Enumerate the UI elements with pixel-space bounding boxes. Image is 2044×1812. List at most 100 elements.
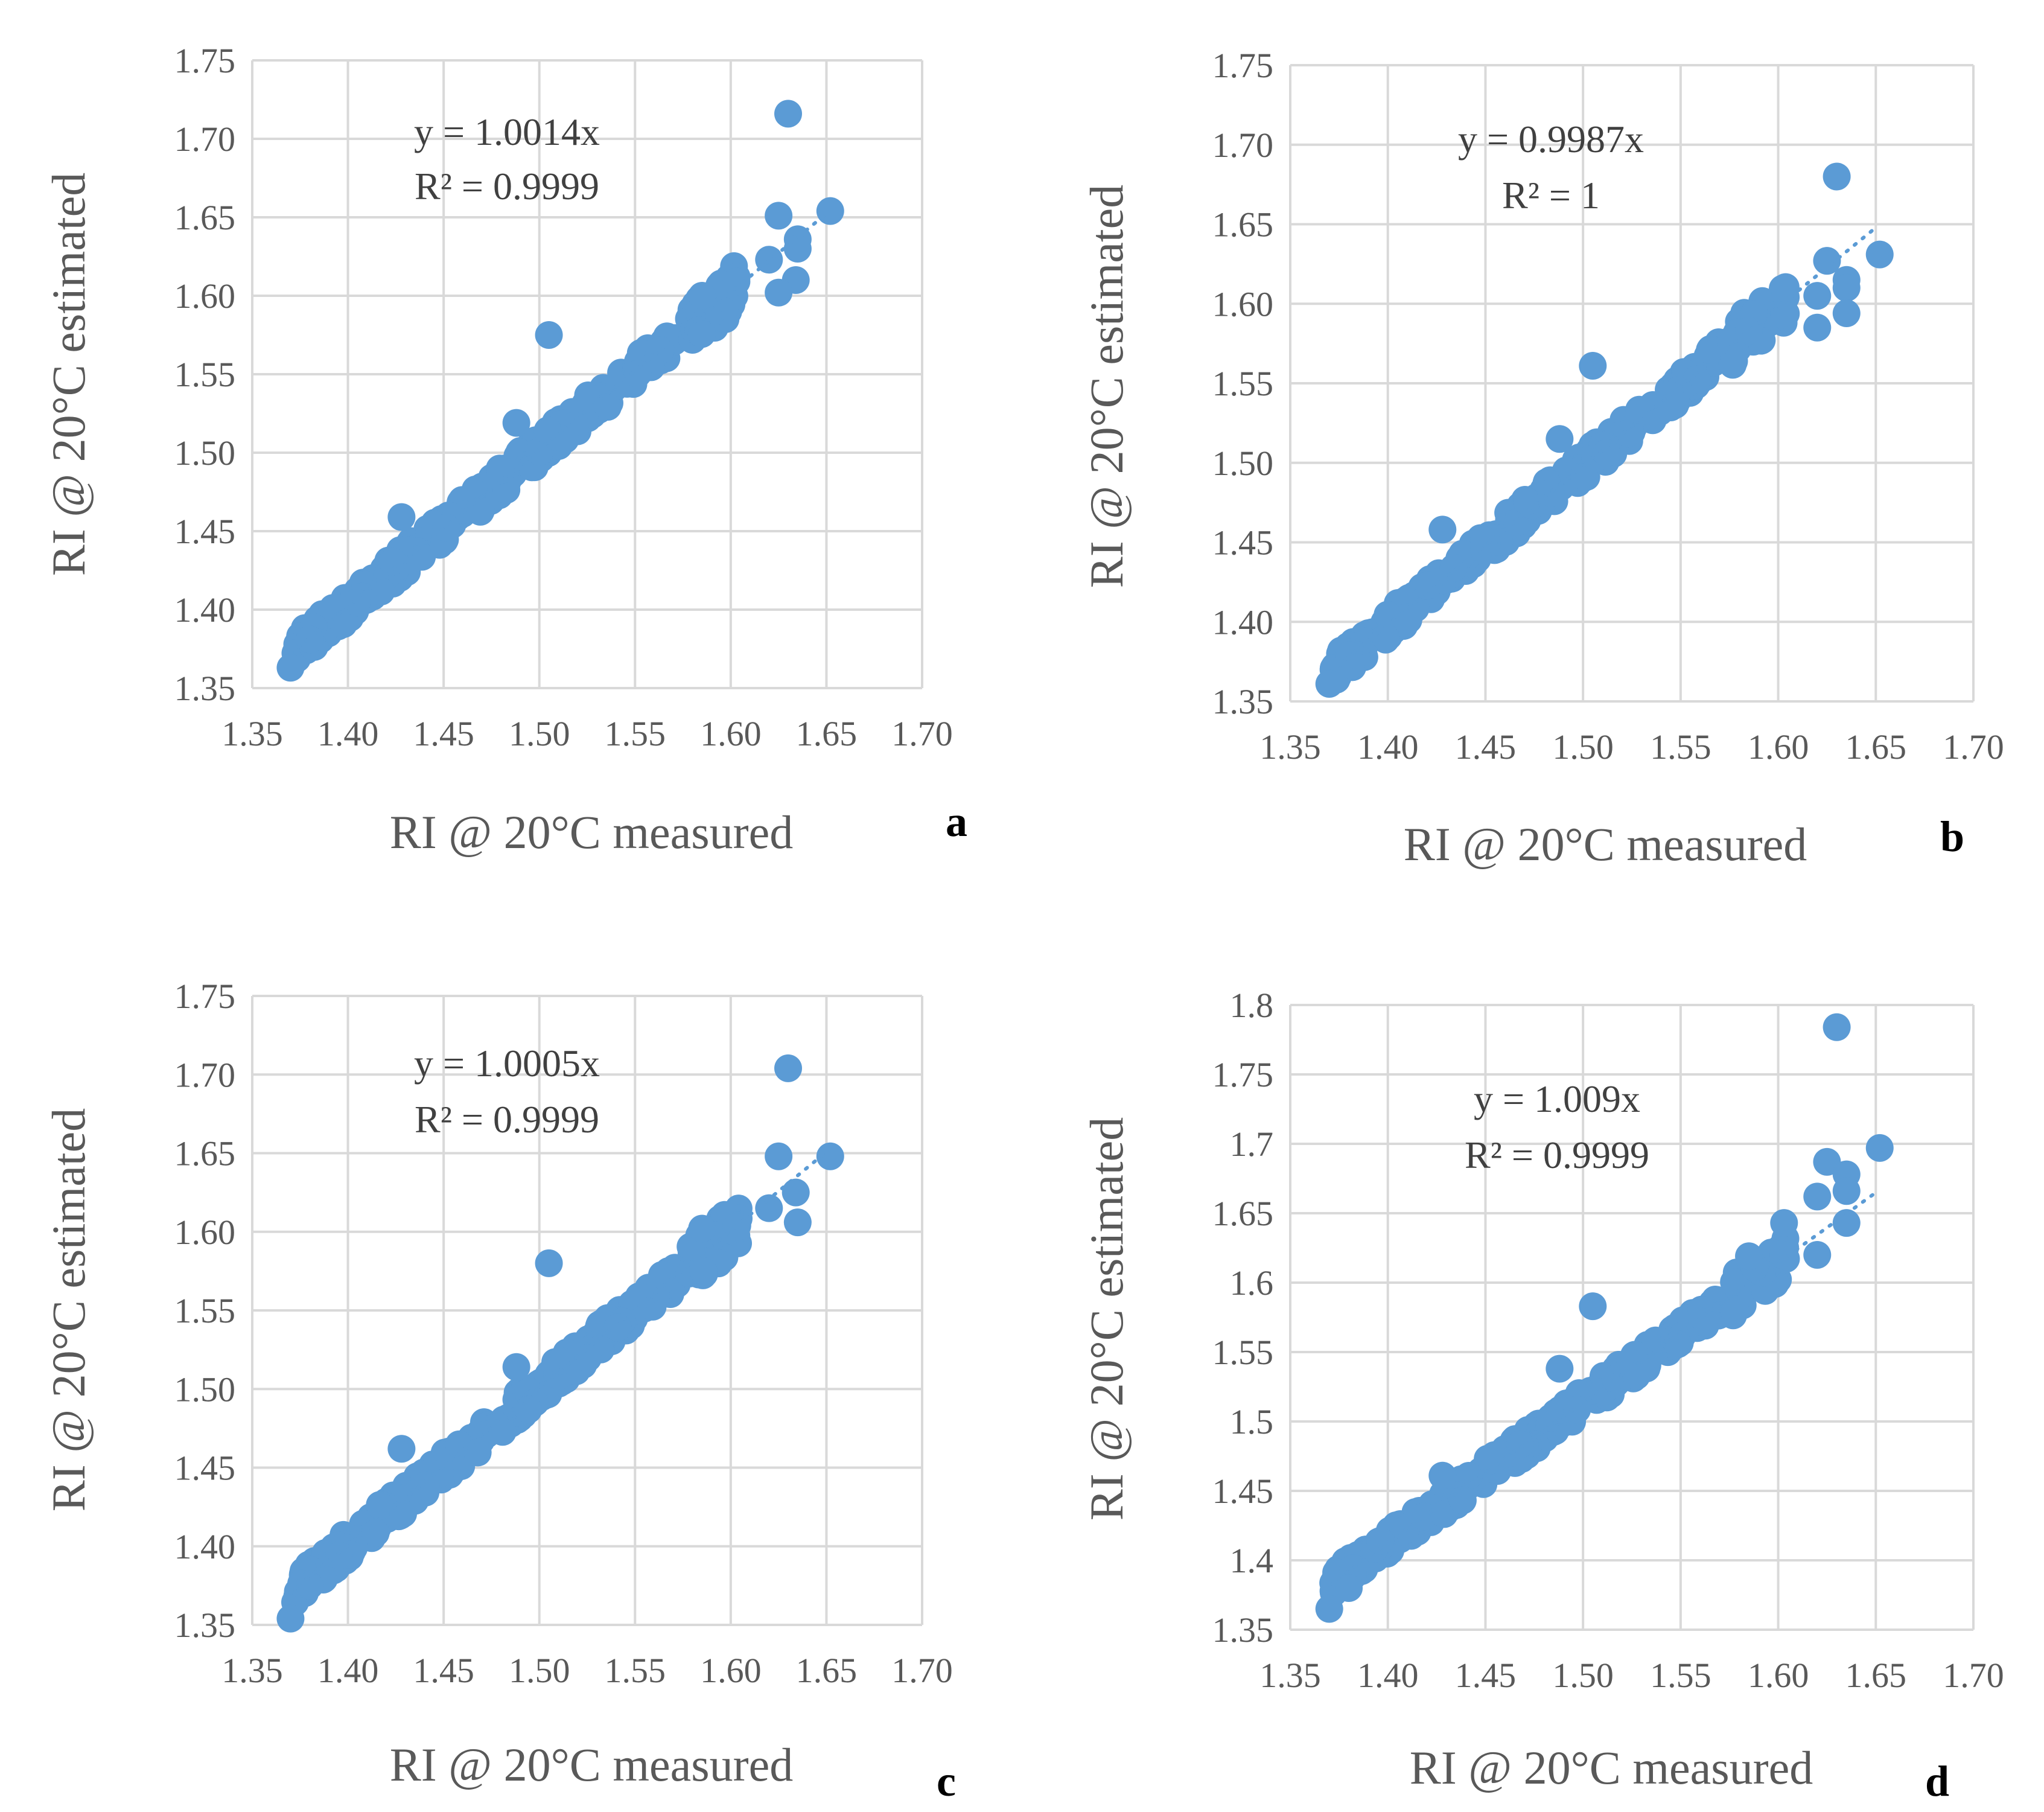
data-point: [1735, 317, 1763, 345]
data-point: [1439, 553, 1468, 582]
data-point: [1335, 641, 1363, 669]
data-point: [603, 1313, 632, 1342]
y-tick-label: 1.8: [1230, 986, 1274, 1025]
data-point: [755, 246, 783, 274]
y-tick-label: 1.6: [1230, 1263, 1274, 1303]
y-tick-label: 1.40: [1212, 602, 1274, 642]
data-point: [783, 1208, 812, 1237]
data-point: [535, 321, 563, 349]
equation-label: y = 1.009x: [1474, 1077, 1640, 1120]
data-point: [1506, 1430, 1534, 1458]
x-tick-label: 1.50: [509, 714, 570, 753]
data-point: [816, 1142, 844, 1170]
r-squared-label: R² = 0.9999: [1465, 1134, 1649, 1176]
data-point: [1832, 273, 1861, 302]
data-point: [574, 1344, 602, 1372]
equation-label: y = 1.0014x: [414, 110, 600, 153]
x-tick-label: 1.45: [1455, 727, 1517, 767]
data-point: [547, 1347, 575, 1375]
data-point: [387, 503, 416, 531]
x-tick-label: 1.35: [221, 1651, 283, 1690]
y-tick-label: 1.40: [174, 590, 236, 630]
data-point: [1625, 395, 1654, 424]
x-axis-title: RI @ 20°C measured: [390, 806, 793, 858]
y-tick-label: 1.75: [1212, 1055, 1274, 1094]
data-point: [1803, 313, 1832, 342]
data-point: [1865, 240, 1894, 269]
data-point: [1613, 420, 1641, 448]
panel-letter: d: [1925, 1757, 1949, 1805]
data-point: [1813, 247, 1841, 275]
data-point: [1536, 479, 1565, 507]
x-tick-label: 1.60: [1748, 727, 1809, 767]
y-tick-label: 1.35: [174, 669, 236, 708]
data-point: [1803, 1241, 1832, 1269]
x-axis-title: RI @ 20°C measured: [1410, 1741, 1813, 1794]
data-point: [551, 425, 579, 453]
data-point: [774, 1054, 802, 1082]
data-point: [1769, 1241, 1798, 1269]
data-point: [1865, 1134, 1894, 1162]
data-point: [1579, 1292, 1607, 1321]
panel-letter: b: [1940, 812, 1964, 861]
data-point: [688, 282, 716, 310]
x-tick-label: 1.70: [891, 714, 953, 753]
x-axis-title: RI @ 20°C measured: [1404, 818, 1807, 870]
x-tick-label: 1.40: [317, 1651, 379, 1690]
x-tick-label: 1.70: [1943, 727, 2004, 767]
data-point: [1832, 1209, 1861, 1237]
data-point: [1823, 162, 1851, 191]
trendline: [1327, 226, 1878, 674]
data-point: [1657, 394, 1685, 422]
data-point: [774, 100, 802, 128]
x-tick-label: 1.55: [605, 1651, 666, 1690]
x-tick-label: 1.70: [1943, 1656, 2004, 1695]
y-axis-title: RI @ 20°C estimated: [1080, 185, 1133, 588]
x-tick-label: 1.65: [1845, 1656, 1907, 1695]
data-point: [688, 1214, 716, 1243]
chart-panel-d: 1.35 1.40 1.45 1.50 1.55 1.60 1.65 1.70 1.35 1.4 1…: [1080, 986, 2004, 1805]
data-point: [1720, 347, 1748, 375]
data-point: [1735, 1242, 1763, 1271]
y-tick-label: 1.60: [174, 1213, 236, 1252]
x-tick-label: 1.60: [700, 714, 762, 753]
data-point: [387, 1435, 416, 1463]
x-tick-label: 1.55: [1650, 727, 1711, 767]
data-point: [378, 547, 407, 576]
y-tick-label: 1.7: [1230, 1125, 1274, 1164]
y-tick-label: 1.55: [1212, 364, 1274, 403]
data-point: [1803, 1182, 1832, 1211]
data-point: [486, 456, 515, 485]
x-tick-label: 1.55: [605, 714, 666, 753]
data-point: [594, 393, 622, 421]
data-point: [466, 497, 494, 526]
data-point: [1622, 1362, 1651, 1390]
data-point: [1315, 670, 1343, 698]
y-tick-label: 1.70: [174, 120, 236, 159]
equation-label: y = 1.0005x: [414, 1042, 600, 1085]
data-point: [625, 1282, 653, 1310]
data-point: [1470, 526, 1498, 554]
data-point: [1335, 1574, 1363, 1602]
data-point: [412, 1471, 440, 1499]
data-point: [502, 409, 530, 437]
trendline: [288, 1150, 829, 1595]
y-tick-label: 1.35: [1212, 682, 1274, 721]
chart-panel-b: 1.35 1.40 1.45 1.50 1.55 1.60 1.65 1.70 1.35 1.40…: [1080, 46, 2004, 870]
data-point: [1579, 352, 1607, 380]
data-point: [816, 197, 844, 225]
data-point: [755, 1194, 783, 1222]
y-tick-label: 1.35: [174, 1606, 236, 1645]
x-tick-label: 1.65: [1845, 727, 1907, 767]
data-point: [1415, 571, 1443, 599]
panel-letter: c: [937, 1757, 956, 1805]
y-axis-title: RI @ 20°C estimated: [42, 1108, 95, 1511]
x-axis-title: RI @ 20°C measured: [390, 1738, 793, 1791]
y-tick-label: 1.35: [1212, 1610, 1274, 1650]
y-tick-label: 1.65: [1212, 205, 1274, 244]
chart-panel-c: 1.35 1.40 1.45 1.50 1.55 1.60 1.65 1.70 1.35 1.40…: [42, 977, 956, 1805]
x-tick-label: 1.35: [1259, 727, 1321, 767]
data-point: [1720, 1268, 1748, 1296]
x-tick-label: 1.55: [1650, 1656, 1711, 1695]
